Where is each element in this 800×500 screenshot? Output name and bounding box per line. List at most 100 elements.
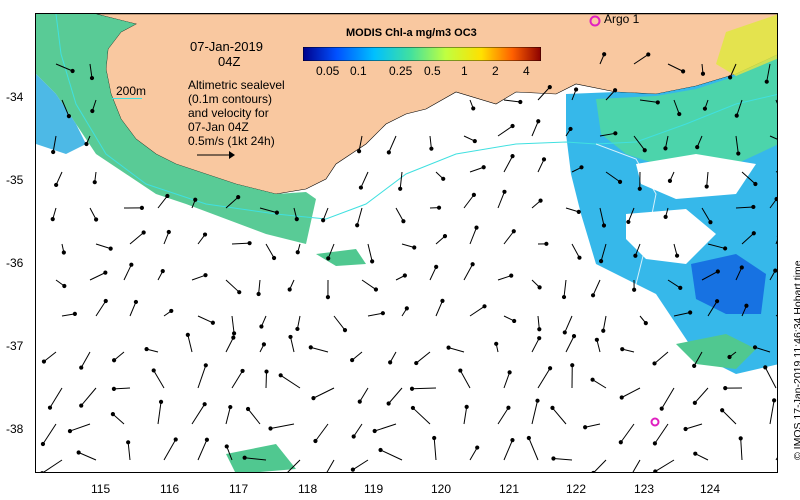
velocity-arrow-head (598, 259, 604, 264)
velocity-arrow-head (202, 232, 208, 237)
velocity-arrow-head (738, 436, 743, 441)
velocity-arrow-head (62, 283, 67, 289)
velocity-arrow-head (350, 357, 355, 363)
velocity-arrow-head (313, 438, 318, 444)
velocity-arrow (707, 300, 718, 317)
velocity-arrow-head (601, 328, 606, 333)
velocity-arrow-head (471, 192, 476, 197)
velocity-arrow-head (311, 396, 316, 401)
velocity-arrow-head (591, 470, 596, 472)
velocity-arrow (225, 406, 231, 425)
velocity-arrow-head (240, 368, 245, 374)
velocity-arrow-head (537, 285, 542, 290)
velocity-arrow-head (573, 87, 579, 92)
velocity-arrow (503, 99, 521, 103)
velocity-arrow-head (652, 361, 657, 366)
velocity-arrow (694, 387, 709, 404)
velocity-arrow (395, 207, 404, 222)
velocity-arrow (459, 370, 471, 389)
velocity-arrow (322, 207, 329, 221)
velocity-arrow (89, 207, 97, 220)
velocity-arrow (43, 459, 63, 472)
colorbar-tick: 0.1 (350, 64, 367, 78)
velocity-arrow-head (386, 150, 391, 155)
velocity-arrow-head (412, 245, 417, 250)
velocity-arrow-head (89, 75, 95, 81)
velocity-arrow (673, 99, 680, 115)
velocity-arrow-head (681, 69, 686, 74)
velocity-arrow-head (404, 306, 409, 311)
velocity-arrow-head (350, 467, 355, 472)
desc-line: (0.1m contours) (188, 92, 273, 106)
credit-text: © IMOS 17-Jan-2019 11:46:34 Hobart time (792, 260, 800, 460)
velocity-arrow-head (228, 404, 233, 410)
velocity-arrow-head (474, 225, 479, 230)
velocity-arrow (361, 279, 377, 290)
desc-line: 0.5m/s (1kt 24h) (188, 134, 275, 148)
velocity-arrow (247, 408, 261, 425)
velocity-arrow-head (295, 250, 300, 255)
velocity-arrow (415, 351, 431, 364)
velocity-arrow-head (594, 337, 599, 342)
velocity-arrow-head (579, 165, 584, 170)
argo-marker-2[interactable] (650, 417, 660, 427)
velocity-arrow-head (692, 400, 697, 405)
velocity-arrow (313, 387, 335, 399)
velocity-arrow-head (141, 230, 146, 235)
velocity-arrow (565, 335, 575, 353)
velocity-arrow (667, 279, 681, 289)
velocity-arrow-head (173, 437, 178, 442)
velocity-arrow-head (568, 126, 573, 132)
velocity-arrow-head (66, 114, 71, 119)
velocity-arrow (52, 135, 57, 153)
velocity-arrow-head (242, 455, 247, 460)
velocity-arrow (61, 99, 70, 117)
velocity-arrow-head (185, 332, 190, 337)
velocity-arrow-head (538, 198, 543, 203)
velocity-arrow (280, 374, 301, 389)
velocity-arrow (231, 370, 243, 389)
velocity-arrow-head (355, 223, 360, 228)
velocity-arrow (503, 372, 511, 389)
velocity-arrow (153, 370, 165, 389)
velocity-arrow-head (655, 100, 660, 105)
velocity-arrow (754, 346, 771, 353)
velocity-arrow-head (295, 326, 300, 332)
velocity-arrow (43, 351, 57, 362)
velocity-arrow-head (84, 141, 89, 147)
velocity-arrow-head (736, 151, 741, 156)
velocity-arrow (741, 232, 755, 245)
velocity-arrow-head (110, 412, 115, 417)
velocity-arrow-head (92, 180, 97, 185)
velocity-arrow (197, 315, 214, 324)
velocity-arrow (327, 243, 335, 259)
velocity-arrow (664, 135, 669, 149)
velocity-arrow (531, 337, 540, 353)
velocity-arrow (565, 207, 579, 213)
velocity-arrow-head (76, 450, 81, 455)
velocity-arrow-head (601, 223, 607, 228)
velocity-arrow (463, 263, 474, 281)
velocity-arrow (225, 337, 234, 353)
velocity-arrow (191, 274, 206, 281)
velocity-arrow (537, 315, 540, 330)
velocity-arrow (95, 300, 107, 317)
velocity-arrow (564, 315, 573, 333)
velocity-arrow (766, 63, 771, 82)
velocity-arrow (435, 300, 443, 317)
velocity-arrow (627, 207, 635, 223)
velocity-arrow-head (442, 234, 448, 239)
velocity-arrow-head (94, 217, 99, 222)
velocity-arrow-head (535, 398, 540, 403)
velocity-arrow-head (613, 131, 618, 136)
map-time: 04Z (218, 54, 241, 69)
velocity-arrow (429, 135, 432, 149)
velocity-arrow-head (165, 193, 170, 199)
y-tick-label: -35 (6, 173, 24, 187)
argo-marker-1[interactable] (589, 15, 601, 27)
velocity-arrow (448, 347, 465, 353)
velocity-arrow (620, 423, 635, 443)
velocity-arrow (463, 194, 475, 209)
velocity-arrow (469, 227, 477, 245)
velocity-arrow-head (511, 229, 516, 234)
